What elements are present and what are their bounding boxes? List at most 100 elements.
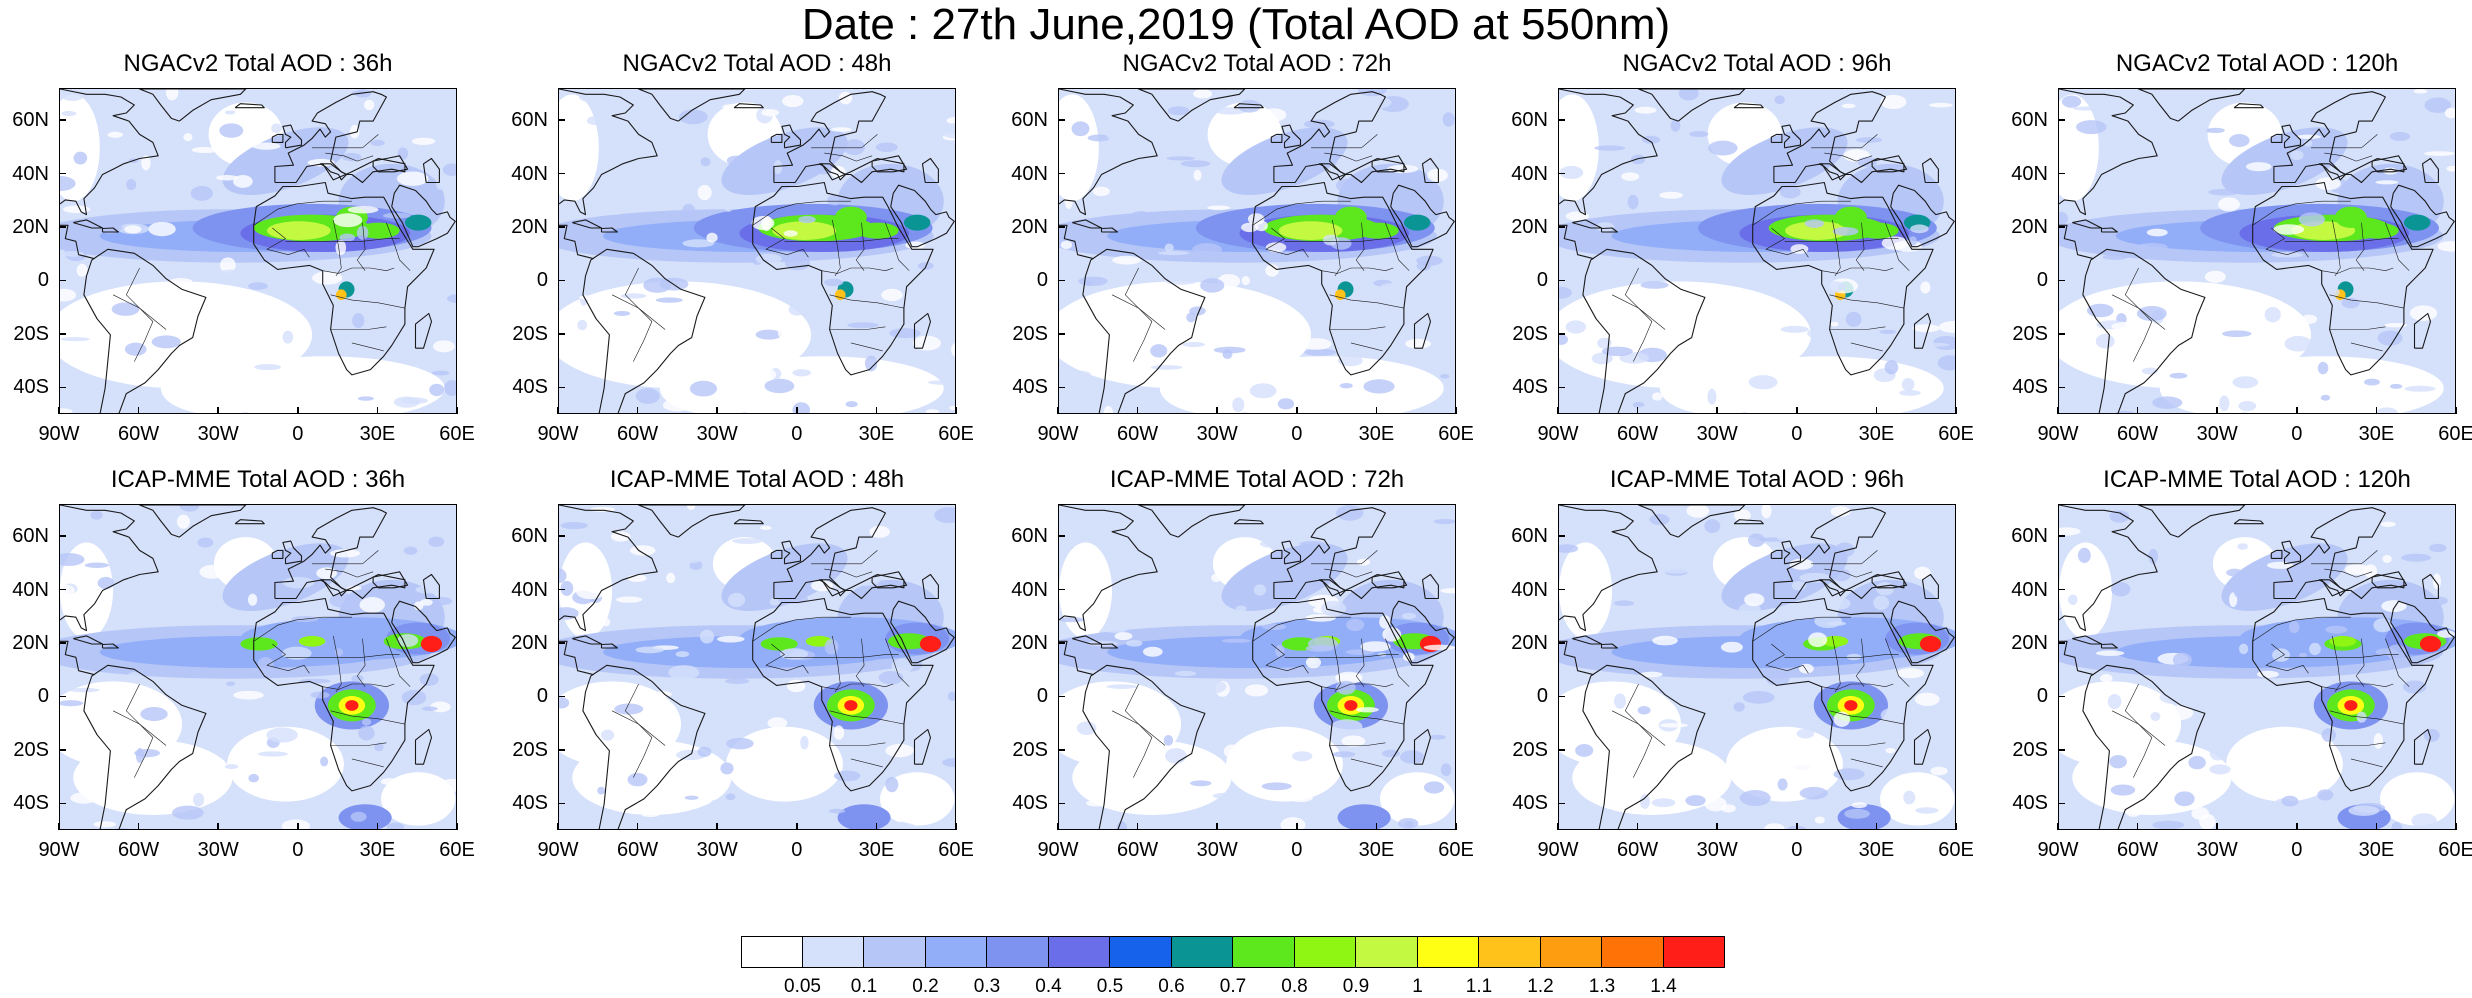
lat-tick-label: 60N [2011, 525, 2048, 548]
colorbar-swatch [1171, 936, 1233, 968]
lon-tick-label: 30E [2358, 839, 2395, 861]
aod-map [2059, 89, 2455, 413]
lat-tick [2058, 226, 2065, 228]
lat-tick [59, 749, 66, 751]
colorbar-swatch [1048, 936, 1110, 968]
lat-tick-label: 20N [12, 215, 49, 238]
lon-tick [217, 823, 219, 830]
lat-tick-label: 0 [536, 685, 548, 708]
colorbar-swatch [1233, 936, 1295, 968]
lon-tick [1216, 407, 1218, 414]
colorbar-swatch [1602, 936, 1664, 968]
map-panel: NGACv2 Total AOD : 120h 60N 40N 20N 0 20S 40S 9… [2011, 50, 2472, 444]
lon-tick-label: 30W [2196, 839, 2238, 861]
lon-tick-label: 90W [537, 839, 579, 861]
lon-tick [2296, 823, 2298, 830]
lon-tick [1875, 407, 1878, 414]
lon-tick-label: 30W [1696, 839, 1738, 861]
lon-tick [2216, 407, 2218, 414]
lon-tick [217, 407, 219, 414]
lat-tick [2058, 695, 2065, 698]
lon-tick [796, 407, 798, 414]
map-plot-area [2058, 88, 2456, 414]
lon-tick [2057, 823, 2059, 830]
lon-tick-label: 30W [1196, 423, 1238, 445]
lon-tick-label: 30E [1358, 423, 1395, 445]
lon-tick [376, 407, 379, 414]
lat-tick-label: 20N [1011, 631, 1048, 654]
lon-tick-label: 30E [858, 839, 895, 861]
colorbar-label: 0.4 [1035, 976, 1062, 997]
lat-tick [59, 535, 66, 537]
lat-tick-label: 20N [12, 631, 49, 654]
lat-tick-label: 40N [1511, 578, 1548, 601]
lon-tick-label: 60W [118, 423, 160, 445]
lon-tick-label: 90W [1037, 839, 1079, 861]
lon-tick [716, 407, 718, 414]
lat-tick-label: 60N [2011, 109, 2048, 132]
panel-title: NGACv2 Total AOD : 48h [622, 50, 892, 77]
colorbar-swatch [864, 936, 926, 968]
colorbar-swatch [987, 936, 1049, 968]
lat-tick [2058, 279, 2065, 282]
lat-tick-label: 60N [1011, 109, 1048, 132]
panel-title: NGACv2 Total AOD : 120h [2115, 50, 2399, 77]
lon-tick-label: 0 [2291, 839, 2303, 861]
colorbar-label: 0.7 [1219, 976, 1247, 997]
lat-tick-label: 0 [2036, 269, 2048, 292]
lat-tick-label: 40S [512, 376, 548, 399]
lon-tick-label: 60W [1617, 423, 1659, 445]
lat-tick-label: 20S [512, 322, 548, 345]
colorbar-label: 0.1 [850, 976, 878, 997]
lat-tick-label: 40S [1512, 792, 1548, 815]
lon-tick [557, 407, 559, 414]
map-panel: ICAP-MME Total AOD : 48h 60N 40N 20N 0 20S 40S… [511, 466, 974, 860]
lat-tick [1058, 802, 1065, 805]
lat-tick [1058, 588, 1065, 591]
panel-title: ICAP-MME Total AOD : 96h [1609, 466, 1905, 493]
lon-tick-label: 30W [696, 839, 738, 861]
lon-tick-label: 30W [1696, 423, 1738, 445]
lat-tick [1058, 386, 1065, 389]
lon-tick-label: 30E [1858, 423, 1895, 445]
lon-tick-label: 90W [1537, 839, 1579, 861]
lat-tick-label: 0 [2036, 685, 2048, 708]
lat-tick-label: 40S [2012, 376, 2048, 399]
colorbar-label: 0.05 [784, 976, 821, 997]
map-panel: NGACv2 Total AOD : 48h 60N 40N 20N 0 20S 40S 90… [511, 50, 974, 444]
lon-tick-label: 30W [2196, 423, 2238, 445]
lat-tick-label: 40N [1011, 162, 1048, 185]
lat-tick-label: 0 [1036, 269, 1048, 292]
lat-tick [1058, 749, 1065, 751]
colorbar-swatch [1540, 936, 1602, 968]
lon-tick [1136, 407, 1139, 414]
lat-tick-label: 20N [1511, 631, 1548, 654]
lat-tick [558, 279, 565, 282]
lat-tick [1058, 279, 1065, 282]
lon-tick [955, 407, 957, 414]
lon-tick [1375, 823, 1378, 830]
lon-tick [2057, 407, 2059, 414]
lat-tick [558, 588, 565, 591]
colorbar-label: 1.2 [1527, 976, 1554, 997]
lat-tick [2058, 119, 2065, 121]
aod-map [60, 505, 456, 829]
lon-tick-label: 90W [38, 423, 80, 445]
lon-tick [2455, 823, 2457, 830]
map-plot-area [558, 504, 956, 830]
lon-tick-label: 90W [537, 423, 579, 445]
lon-tick-label: 0 [1291, 423, 1303, 445]
lon-tick-label: 0 [791, 839, 803, 861]
lat-tick [558, 535, 565, 537]
lat-tick-label: 20N [1511, 215, 1548, 238]
lon-tick-label: 30E [2358, 423, 2395, 445]
lon-tick-label: 60E [1938, 839, 1974, 861]
lat-tick [59, 588, 66, 591]
map-panel: ICAP-MME Total AOD : 96h 60N 40N 20N 0 20S 40S… [1511, 466, 1974, 860]
lat-tick-label: 40N [12, 162, 49, 185]
lat-tick [1058, 642, 1065, 644]
lon-tick [875, 823, 878, 830]
lon-tick-label: 60W [1617, 839, 1659, 861]
lat-tick-label: 0 [37, 685, 49, 708]
lon-tick [1057, 407, 1059, 414]
